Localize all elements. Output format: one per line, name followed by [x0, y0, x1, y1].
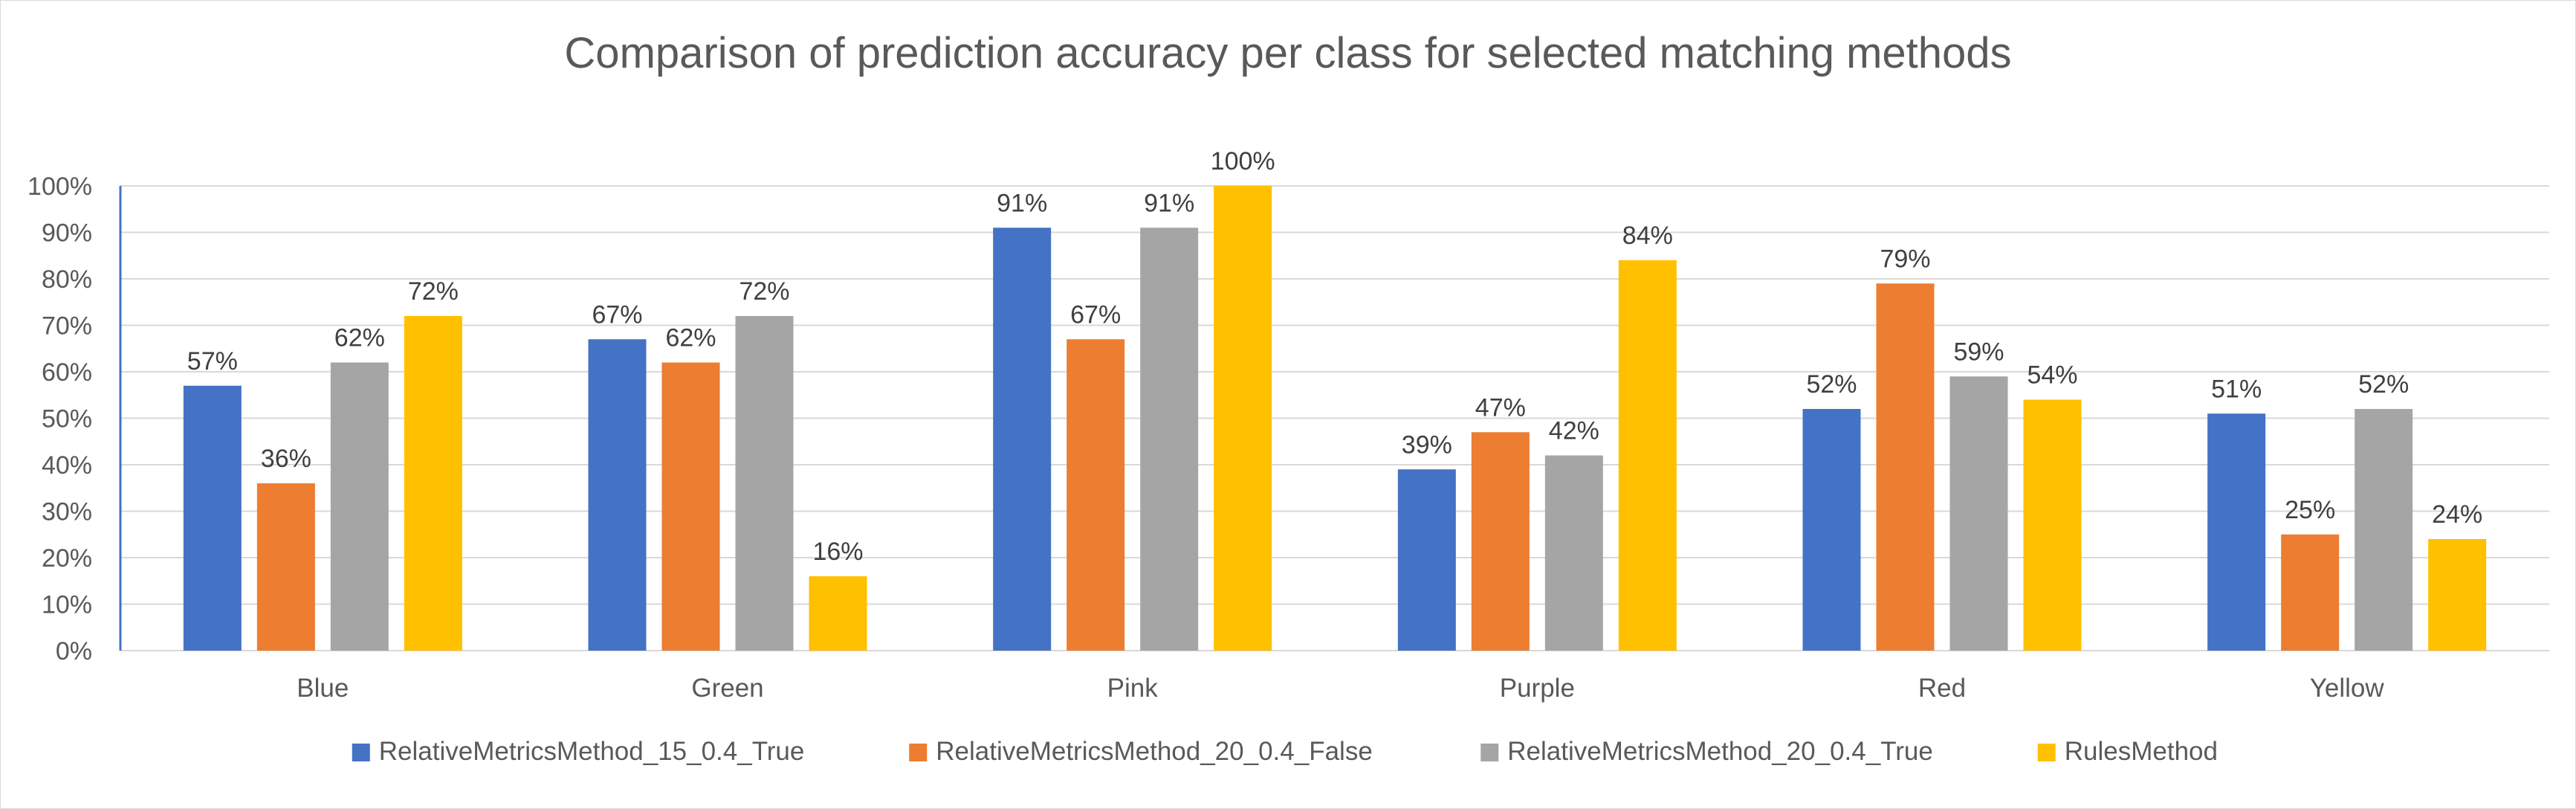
- data-label: 91%: [997, 189, 1047, 217]
- bar: [1471, 432, 1530, 651]
- bar: [1544, 455, 1603, 651]
- x-category-label: Red: [1918, 674, 1966, 703]
- bar: [1949, 376, 2008, 651]
- legend-swatch: [1480, 744, 1499, 761]
- y-tick-label: 60%: [42, 358, 92, 387]
- legend-swatch: [2037, 744, 2056, 761]
- bars: [183, 186, 2487, 651]
- bar: [2428, 539, 2487, 651]
- x-category-label: Pink: [1107, 674, 1159, 703]
- data-label: 100%: [1211, 147, 1275, 175]
- y-tick-label: 30%: [42, 498, 92, 526]
- data-label: 25%: [2285, 496, 2335, 524]
- y-tick-label: 90%: [42, 219, 92, 248]
- legend-label: RulesMethod: [2065, 737, 2218, 766]
- bar: [2281, 534, 2340, 651]
- bar: [183, 385, 242, 651]
- data-label: 79%: [1880, 245, 1930, 273]
- y-tick-label: 20%: [42, 544, 92, 573]
- y-tick-label: 50%: [42, 405, 92, 433]
- bar: [588, 339, 647, 651]
- y-tick-label: 10%: [42, 591, 92, 619]
- data-label: 51%: [2211, 375, 2262, 403]
- bar: [993, 228, 1052, 651]
- bar: [1067, 339, 1125, 651]
- legend-label: RelativeMetricsMethod_15_0.4_True: [379, 737, 805, 766]
- x-category-label: Blue: [297, 674, 349, 703]
- legend-swatch: [352, 744, 370, 761]
- data-label: 52%: [1806, 370, 1857, 399]
- data-label: 72%: [739, 277, 789, 306]
- bar: [1618, 260, 1677, 651]
- data-label: 67%: [592, 300, 642, 329]
- legend-label: RelativeMetricsMethod_20_0.4_False: [936, 737, 1373, 766]
- x-category-label: Green: [691, 674, 763, 703]
- data-label: 67%: [1070, 300, 1121, 329]
- bar: [256, 483, 315, 651]
- y-tick-label: 0%: [56, 637, 92, 665]
- data-label: 57%: [187, 347, 238, 376]
- chart-title: Comparison of prediction accuracy per cl…: [564, 29, 2012, 77]
- data-label: 59%: [1953, 338, 2004, 366]
- data-label: 39%: [1402, 431, 1452, 459]
- y-tick-label: 80%: [42, 265, 92, 294]
- legend-swatch: [909, 744, 928, 761]
- y-tick-label: 100%: [27, 173, 92, 201]
- bar: [735, 316, 794, 651]
- data-label: 47%: [1475, 393, 1526, 422]
- x-category-label: Purple: [1500, 674, 1575, 703]
- data-label: 42%: [1549, 417, 1599, 445]
- axes: 0% 10% 20% 30% 40% 50% 60% 70% 80% 90% 100% Blue Gre…: [27, 173, 2549, 703]
- bar: [2023, 399, 2082, 651]
- data-label: 84%: [1622, 222, 1673, 250]
- data-label: 62%: [334, 324, 385, 352]
- data-labels: 57% 36% 62% 72% 67% 62% 72% 16% 91% 67% 91% 100% 39%…: [187, 147, 2482, 566]
- bar: [661, 362, 720, 651]
- data-label: 52%: [2358, 370, 2409, 399]
- bar: [1140, 228, 1199, 651]
- data-label: 36%: [261, 445, 311, 473]
- y-tick-label: 40%: [42, 451, 92, 480]
- gridlines: [120, 185, 2549, 605]
- bar: [1802, 409, 1861, 651]
- bar: [1876, 283, 1935, 651]
- data-label: 91%: [1144, 189, 1194, 217]
- data-label: 24%: [2432, 500, 2482, 529]
- data-label: 16%: [812, 538, 863, 566]
- y-tick-label: 70%: [42, 312, 92, 341]
- legend-label: RelativeMetricsMethod_20_0.4_True: [1507, 737, 1933, 766]
- bar: [1397, 469, 1456, 651]
- data-label: 62%: [665, 324, 716, 352]
- data-label: 72%: [408, 277, 459, 306]
- bar: [2355, 409, 2413, 651]
- bar: [809, 576, 867, 651]
- data-label: 54%: [2027, 361, 2077, 390]
- legend: RelativeMetricsMethod_15_0.4_True Relativ…: [352, 737, 2218, 766]
- bar: [404, 316, 462, 651]
- bar: [1214, 186, 1272, 651]
- x-category-label: Yellow: [2310, 674, 2385, 703]
- bar: [330, 362, 389, 651]
- bar: [2207, 413, 2266, 651]
